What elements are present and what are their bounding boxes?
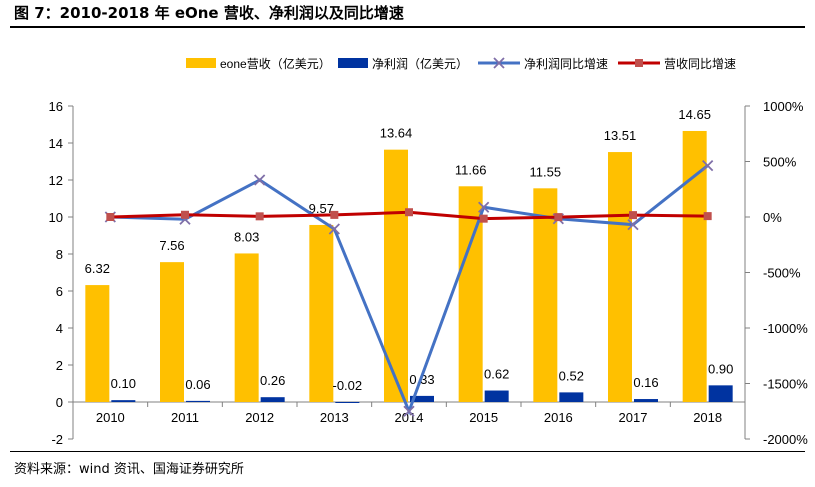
profit-value-label: 0.90 <box>708 361 733 376</box>
revenue-bar <box>384 149 408 402</box>
profit-bar <box>708 385 733 402</box>
y-left-tick-label: 10 <box>49 210 63 225</box>
revenue-value-label: 11.66 <box>455 162 487 177</box>
source-note: 资料来源：wind 资讯、国海证券研究所 <box>14 462 244 477</box>
x-tick-label: 2010 <box>96 410 125 425</box>
profit-bar <box>111 400 136 402</box>
revenue-value-label: 14.65 <box>678 107 711 122</box>
revenue-value-label: 7.56 <box>159 238 184 253</box>
profit-value-label: 0.26 <box>260 373 285 388</box>
legend-label-profit-growth: 净利润同比增速 <box>524 57 608 71</box>
profit-bar <box>260 397 285 402</box>
y-left-tick-label: 0 <box>56 395 63 410</box>
profit-growth-point <box>702 159 714 172</box>
y-right-tick-label: -2000% <box>763 432 808 447</box>
y-right-tick-label: 0% <box>763 210 782 225</box>
profit-value-label: 0.06 <box>185 377 210 392</box>
x-tick-label: 2017 <box>619 410 648 425</box>
y-right-tick-label: 500% <box>763 155 797 170</box>
legend-label-profit: 净利润（亿美元） <box>372 56 468 71</box>
profit-value-label: 0.62 <box>484 367 509 382</box>
y-right-tick-label: -500% <box>763 266 801 281</box>
y-right-tick-label: 1000% <box>763 99 804 114</box>
revenue-bar <box>682 130 707 402</box>
profit-growth-point <box>328 223 340 235</box>
profit-bar <box>335 402 360 403</box>
x-tick-label: 2018 <box>693 410 722 425</box>
legend-swatch-profit <box>338 58 368 68</box>
profit-bar <box>410 395 434 402</box>
revenue-value-label: 13.64 <box>380 126 413 141</box>
revenue-growth-point <box>106 213 115 221</box>
y-left-tick-label: 8 <box>56 247 63 262</box>
y-left-tick-label: 2 <box>56 358 63 373</box>
revenue-bar <box>160 262 184 402</box>
revenue-growth-point <box>703 212 712 221</box>
y-right-tick-label: -1000% <box>763 321 808 336</box>
y-left-tick-label: 16 <box>49 99 63 114</box>
profit-growth-point <box>478 201 490 213</box>
revenue-growth-point <box>255 212 264 221</box>
revenue-growth-point <box>629 211 637 220</box>
revenue-value-label: 11.55 <box>530 164 562 179</box>
revenue-growth-point <box>479 214 488 223</box>
profit-value-label: -0.02 <box>333 378 363 393</box>
profit-value-label: 0.16 <box>633 375 658 390</box>
revenue-value-label: 9.57 <box>309 201 334 216</box>
revenue-bar <box>234 253 259 402</box>
revenue-bar <box>608 152 632 402</box>
footer-divider <box>10 451 805 452</box>
profit-growth-point <box>254 174 266 186</box>
x-tick-label: 2015 <box>469 410 498 425</box>
profit-growth-point <box>627 219 639 231</box>
profit-bar <box>186 400 210 402</box>
revenue-growth-point <box>554 213 563 222</box>
x-tick-label: 2013 <box>320 410 349 425</box>
revenue-bar <box>533 188 558 402</box>
x-tick-label: 2012 <box>245 410 274 425</box>
legend-swatch-revenue <box>186 58 216 68</box>
legend-label-revenue-growth: 营收同比增速 <box>664 57 736 71</box>
legend-marker-revenue-growth <box>635 59 643 67</box>
y-left-tick-label: -2 <box>51 432 63 447</box>
title-divider <box>10 26 805 28</box>
profit-value-label: 0.10 <box>111 376 136 391</box>
y-left-tick-label: 14 <box>49 136 63 151</box>
profit-bar <box>559 392 584 402</box>
y-left-tick-label: 6 <box>56 284 63 299</box>
profit-bar <box>634 399 658 402</box>
profit-bar <box>484 390 509 402</box>
legend-label-revenue: eone营收（亿美元） <box>220 56 331 71</box>
revenue-bar <box>85 285 110 402</box>
y-left-tick-label: 4 <box>56 321 63 336</box>
revenue-value-label: 13.51 <box>604 128 637 143</box>
y-right-tick-label: -1500% <box>763 377 808 392</box>
legend-marker-profit-growth <box>493 57 505 69</box>
revenue-value-label: 8.03 <box>234 229 259 244</box>
x-tick-label: 2016 <box>544 410 573 425</box>
revenue-value-label: 6.32 <box>85 261 110 276</box>
revenue-growth-point <box>181 210 189 219</box>
profit-growth-point <box>403 405 415 417</box>
revenue-growth-point <box>405 208 413 217</box>
x-tick-label: 2014 <box>395 410 424 425</box>
revenue-bar <box>309 224 334 402</box>
y-left-tick-label: 12 <box>49 173 63 188</box>
x-tick-label: 2011 <box>171 410 199 425</box>
revenue-growth-point <box>330 210 339 219</box>
chart-title: 图 7：2010-2018 年 eOne 营收、净利润以及同比增速 <box>14 4 404 22</box>
profit-value-label: 0.52 <box>559 368 584 383</box>
